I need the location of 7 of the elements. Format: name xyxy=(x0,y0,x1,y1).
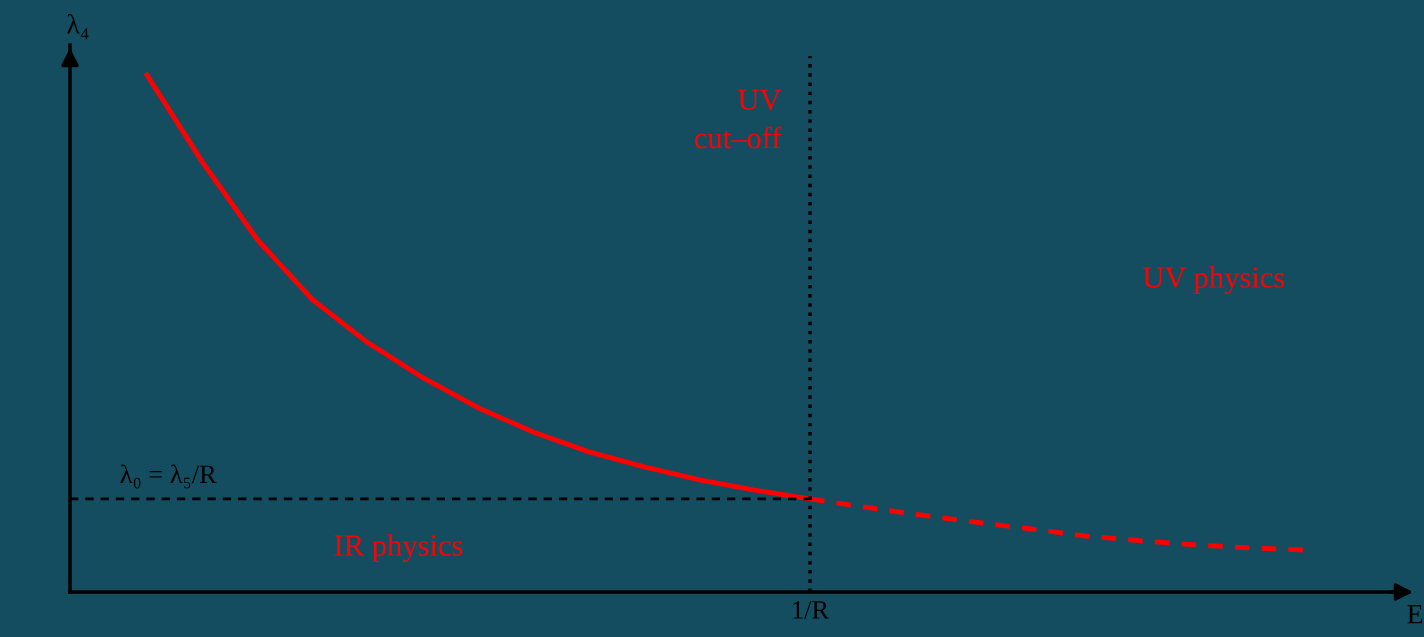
annotation: UV cut–off xyxy=(695,89,782,149)
text: 1/R xyxy=(793,601,830,619)
y-axis-title: λ₄ xyxy=(67,14,89,40)
annotation: UV physics xyxy=(1142,266,1285,295)
ref-line-label: λ₀ = λ₅/R xyxy=(120,464,217,489)
x-axis-title: E xyxy=(1407,605,1423,624)
annotation: IR physics xyxy=(334,534,463,563)
